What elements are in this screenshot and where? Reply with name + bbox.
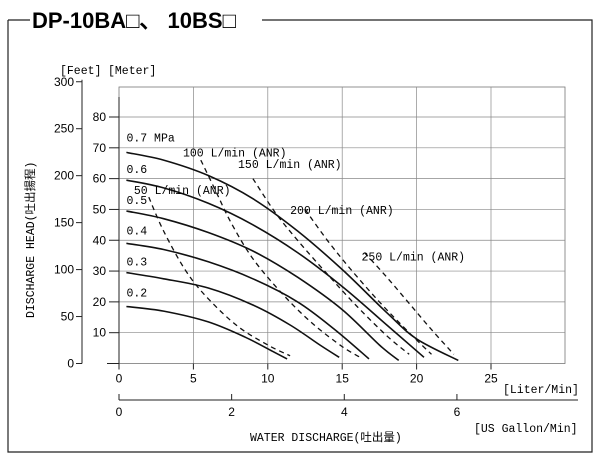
air-consumption-label: 100 L/min (ANR) (183, 147, 287, 160)
y-secondary-tick-label: 0 (67, 357, 74, 371)
y-primary-tick-label: 70 (93, 141, 107, 155)
y-primary-tick-label: 40 (93, 233, 107, 247)
x-secondary-tick-label: 0 (116, 405, 123, 419)
air-consumption-label: 150 L/min (ANR) (238, 159, 342, 172)
air-consumption-label: 250 L/min (ANR) (362, 251, 466, 264)
air-consumption-curve (304, 209, 432, 355)
y-secondary-tick-label: 200 (54, 169, 74, 183)
pressure-curve-label: 0.7 MPa (126, 133, 174, 146)
y-secondary-tick-label: 300 (54, 75, 74, 89)
x-axis-title: WATER DISCHARGE(吐出量) (250, 430, 402, 445)
x-primary-tick-label: 20 (410, 372, 424, 386)
pressure-curve-label: 0.3 (126, 257, 147, 270)
air-consumption-curve (252, 178, 410, 355)
y-secondary-tick-label: 250 (54, 122, 74, 136)
pressure-curve (126, 151, 459, 362)
pressure-curve (126, 271, 340, 358)
x-secondary-tick-label: 6 (454, 405, 461, 419)
y-primary-tick-label: 20 (93, 295, 107, 309)
air-consumption-label: 50 L/min (ANR) (134, 185, 231, 198)
x-secondary-tick-label: 4 (341, 405, 348, 419)
air-consumption-curve (148, 196, 291, 357)
air-consumption-label: 200 L/min (ANR) (290, 205, 394, 218)
pressure-curve (126, 179, 425, 358)
x-primary-tick-label: 0 (116, 372, 123, 386)
x-primary-unit: [Liter/Min] (503, 384, 579, 397)
y-secondary-tick-label: 100 (54, 263, 74, 277)
curves (126, 151, 459, 362)
pressure-curve (126, 305, 288, 360)
pressure-curve-label: 0.5 (126, 195, 147, 208)
x-primary-tick-label: 5 (190, 372, 197, 386)
x-secondary-unit: [US Gallon/Min] (474, 423, 578, 436)
y-secondary-tick-label: 150 (54, 216, 74, 230)
pressure-curve-label: 0.2 (126, 287, 147, 300)
y-primary-tick-label: 50 (93, 202, 107, 216)
pressure-curve-label: 0.4 (126, 226, 147, 239)
air-consumption-curve (364, 252, 455, 355)
x-primary-tick-label: 25 (484, 372, 498, 386)
y-secondary-tick-label: 50 (61, 310, 75, 324)
y-primary-tick-label: 10 (93, 326, 107, 340)
y-primary-unit: [Meter] (108, 65, 156, 78)
y-secondary-unit: [Feet] (60, 65, 101, 78)
y-primary-tick-label: 80 (93, 110, 107, 124)
chart-title: DP-10BA□、 10BS□ (32, 8, 236, 33)
x-primary-tick-label: 10 (261, 372, 275, 386)
chart-frame (7, 19, 593, 453)
curve-labels: 0.7 MPa 0.6 0.5 0.4 0.3 0.2 50 L/min (ANR) 100 … (126, 133, 465, 301)
x-secondary-tick-label: 2 (228, 405, 235, 419)
air-consumption-curve (200, 159, 361, 358)
y-primary-tick-label: 30 (93, 264, 107, 278)
y-primary-tick-label: 60 (93, 172, 107, 186)
y-axis-title: DISCHARGE HEAD(吐出揚程) (23, 162, 38, 318)
pressure-curve (126, 242, 370, 360)
x-primary-tick-label: 15 (336, 372, 350, 386)
pressure-curve (126, 210, 400, 362)
pressure-curve-label: 0.6 (126, 164, 147, 177)
